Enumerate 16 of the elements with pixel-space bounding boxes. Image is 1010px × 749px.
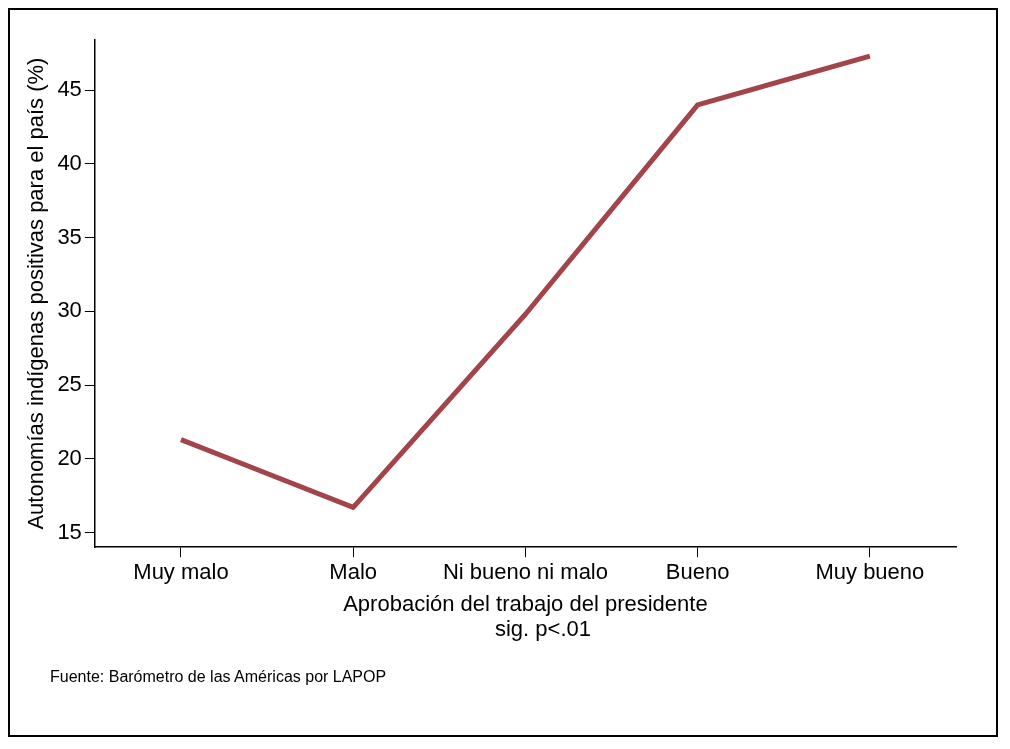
x-tick-label: Bueno bbox=[665, 559, 730, 585]
x-axis-title: Aprobación del trabajo del presidente bbox=[343, 590, 708, 616]
y-tick-label: 40 bbox=[57, 149, 82, 175]
y-tick-label: 25 bbox=[57, 371, 82, 397]
y-axis-title: Autonomías indígenas positivas para el país (%) bbox=[23, 57, 49, 530]
x-tick-label: Ni bueno ni malo bbox=[442, 559, 608, 585]
source-note: Fuente: Barómetro de las Américas por LAPOP bbox=[50, 668, 388, 686]
y-tick-label: 30 bbox=[57, 297, 82, 323]
x-tick-label: Muy malo bbox=[133, 559, 229, 585]
x-tick-label: Muy bueno bbox=[815, 559, 925, 585]
y-tick-label: 15 bbox=[57, 518, 82, 544]
text: sig. p<.01 bbox=[494, 616, 592, 642]
y-tick-label: 20 bbox=[57, 444, 82, 470]
y-tick-label: 35 bbox=[57, 223, 82, 249]
x-tick-label: Malo bbox=[329, 559, 378, 585]
y-tick-label: 45 bbox=[57, 76, 82, 102]
